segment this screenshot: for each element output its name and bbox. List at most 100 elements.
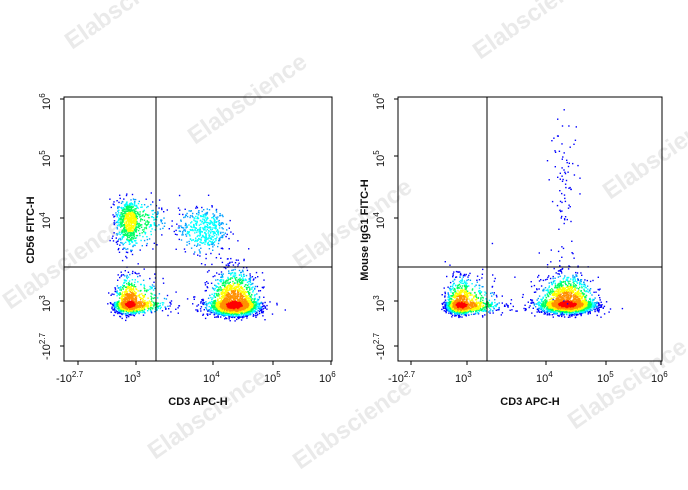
event-dot xyxy=(244,291,246,293)
event-dot xyxy=(156,244,158,246)
event-dot xyxy=(204,290,206,292)
event-dot xyxy=(122,295,124,298)
event-dot xyxy=(257,306,259,308)
event-dot xyxy=(215,257,218,259)
event-dot xyxy=(129,234,131,237)
event-dot xyxy=(124,293,127,296)
event-dot xyxy=(169,302,172,304)
event-dot xyxy=(131,213,133,215)
event-dot xyxy=(124,247,126,249)
event-dot xyxy=(125,310,127,313)
event-dot xyxy=(129,212,131,214)
event-dot xyxy=(159,228,162,230)
event-dot xyxy=(284,309,286,311)
event-dot xyxy=(233,309,235,311)
event-dot xyxy=(216,293,218,296)
event-dot xyxy=(246,312,249,315)
event-dot xyxy=(128,297,130,300)
event-dot xyxy=(121,237,123,239)
event-dot xyxy=(243,275,245,277)
event-dot xyxy=(128,315,130,318)
event-dot xyxy=(156,216,158,218)
event-dot xyxy=(153,294,155,296)
event-dot xyxy=(245,296,247,298)
event-dot xyxy=(129,210,131,213)
event-dot xyxy=(263,304,265,307)
event-dot xyxy=(178,305,180,307)
event-dot xyxy=(217,216,219,218)
event-dot xyxy=(234,275,236,278)
event-dot xyxy=(243,308,246,311)
event-dot xyxy=(119,304,122,306)
event-dot xyxy=(208,209,211,211)
event-dot xyxy=(221,214,224,216)
event-dot xyxy=(237,298,239,301)
event-dot xyxy=(151,304,153,306)
event-dot xyxy=(131,305,134,307)
event-dot xyxy=(226,298,229,301)
event-dot xyxy=(221,299,223,301)
event-dot xyxy=(190,210,192,212)
event-dot xyxy=(225,299,228,302)
event-dot xyxy=(123,242,125,245)
event-dot xyxy=(236,318,238,321)
event-dot xyxy=(214,316,216,318)
event-dot xyxy=(158,293,161,295)
event-dot xyxy=(210,307,213,310)
event-dot xyxy=(122,210,124,212)
event-dot xyxy=(137,306,139,309)
event-dot xyxy=(205,213,208,215)
event-dot xyxy=(127,310,130,312)
event-dot xyxy=(170,300,173,302)
event-dot xyxy=(137,281,139,283)
event-dot xyxy=(131,290,133,292)
event-dot xyxy=(194,251,196,253)
event-dot xyxy=(142,235,144,238)
event-dot xyxy=(212,249,214,251)
event-dot xyxy=(120,226,122,228)
watermark: Elabscience xyxy=(468,0,597,65)
event-dot xyxy=(235,295,237,297)
event-dot xyxy=(192,216,194,218)
event-dot xyxy=(191,215,193,217)
event-dot xyxy=(131,291,133,293)
event-dot xyxy=(133,199,135,201)
event-dot xyxy=(125,203,127,205)
event-dot xyxy=(201,210,203,213)
event-dot xyxy=(119,214,121,216)
event-dot xyxy=(224,286,226,289)
event-dot xyxy=(131,299,133,301)
event-dot xyxy=(204,225,206,227)
event-dot xyxy=(223,295,225,297)
event-dot xyxy=(116,226,118,229)
event-dot xyxy=(130,286,132,288)
event-dot xyxy=(152,248,154,250)
event-dot xyxy=(120,216,122,218)
event-dot xyxy=(118,222,120,224)
event-dot xyxy=(239,279,242,281)
event-dot xyxy=(228,307,231,309)
event-dot xyxy=(257,313,259,316)
event-dot xyxy=(124,302,126,305)
event-dot xyxy=(221,300,224,302)
event-dot xyxy=(215,292,217,295)
event-dot xyxy=(131,227,133,229)
event-dot xyxy=(146,224,148,226)
event-dot xyxy=(247,313,250,315)
event-dot xyxy=(213,231,215,233)
event-dot xyxy=(194,217,196,220)
event-dot xyxy=(262,315,264,317)
event-dot xyxy=(149,285,151,288)
event-dot xyxy=(145,304,148,306)
event-dot xyxy=(202,303,204,306)
event-dot xyxy=(134,279,136,281)
event-dot xyxy=(253,278,255,280)
event-dot xyxy=(263,279,265,281)
event-dot xyxy=(129,295,132,297)
event-dot xyxy=(198,237,200,240)
event-dot xyxy=(206,242,209,245)
event-dot xyxy=(257,309,259,312)
event-dot xyxy=(249,289,251,291)
event-dot xyxy=(139,299,142,301)
event-dot xyxy=(218,222,220,224)
